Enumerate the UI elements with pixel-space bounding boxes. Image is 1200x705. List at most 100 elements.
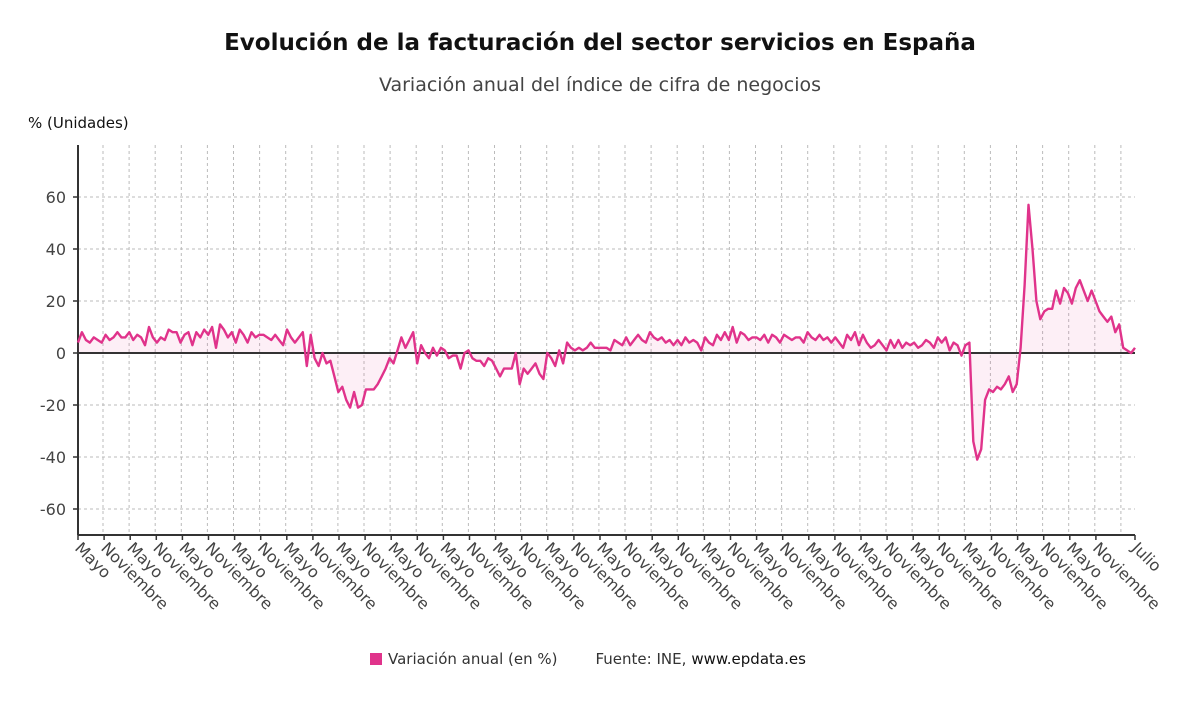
data-point — [294, 341, 296, 343]
data-point — [85, 339, 87, 341]
data-point — [645, 341, 647, 343]
data-point — [306, 365, 308, 367]
data-point — [337, 391, 339, 393]
data-point — [436, 354, 438, 356]
source-link[interactable]: www.epdata.es — [691, 650, 806, 668]
data-point — [507, 367, 509, 369]
data-point — [944, 336, 946, 338]
data-point — [787, 336, 789, 338]
data-point — [93, 336, 95, 338]
data-point — [972, 440, 974, 442]
data-point — [278, 339, 280, 341]
data-point — [558, 349, 560, 351]
data-point — [562, 362, 564, 364]
data-point — [365, 388, 367, 390]
data-point — [156, 341, 158, 343]
data-point — [633, 339, 635, 341]
data-point — [696, 341, 698, 343]
data-point — [1094, 300, 1096, 302]
data-point — [258, 334, 260, 336]
data-point — [952, 341, 954, 343]
data-point — [530, 367, 532, 369]
data-point — [475, 360, 477, 362]
y-axis-label: % (Unidades) — [28, 114, 129, 132]
data-point — [116, 331, 118, 333]
y-tick-label: -60 — [40, 500, 66, 519]
data-point — [416, 362, 418, 364]
data-point — [771, 334, 773, 336]
data-point — [463, 352, 465, 354]
data-point — [597, 347, 599, 349]
data-point — [716, 334, 718, 336]
data-point — [838, 341, 840, 343]
data-point — [641, 339, 643, 341]
data-point — [1008, 375, 1010, 377]
data-point — [601, 347, 603, 349]
data-point — [286, 328, 288, 330]
data-point — [1126, 349, 1128, 351]
data-point — [917, 347, 919, 349]
data-point — [720, 339, 722, 341]
data-point — [448, 357, 450, 359]
data-point — [897, 339, 899, 341]
legend-label: Variación anual (en %) — [388, 650, 558, 668]
data-point — [199, 336, 201, 338]
data-point — [846, 334, 848, 336]
data-point — [684, 336, 686, 338]
data-point — [873, 344, 875, 346]
data-point — [491, 360, 493, 362]
data-point — [250, 331, 252, 333]
data-point — [708, 341, 710, 343]
data-point — [353, 391, 355, 393]
data-point — [1130, 352, 1132, 354]
data-point — [803, 341, 805, 343]
data-point — [1110, 315, 1112, 317]
data-point — [767, 341, 769, 343]
data-point — [396, 349, 398, 351]
data-point — [168, 328, 170, 330]
data-point — [617, 341, 619, 343]
data-point — [712, 344, 714, 346]
data-point — [1043, 310, 1045, 312]
data-point — [948, 349, 950, 351]
data-point — [1035, 300, 1037, 302]
data-point — [779, 341, 781, 343]
data-point — [361, 404, 363, 406]
data-point — [183, 334, 185, 336]
data-point — [227, 336, 229, 338]
data-point — [108, 339, 110, 341]
data-point — [223, 328, 225, 330]
data-point — [534, 362, 536, 364]
data-point — [400, 336, 402, 338]
data-point — [664, 341, 666, 343]
data-point — [668, 339, 670, 341]
data-point — [1079, 279, 1081, 281]
data-point — [1039, 318, 1041, 320]
data-point — [605, 347, 607, 349]
data-point — [759, 339, 761, 341]
data-point — [428, 357, 430, 359]
data-point — [538, 373, 540, 375]
data-point — [100, 341, 102, 343]
data-point — [1000, 388, 1002, 390]
data-point — [566, 341, 568, 343]
data-point — [637, 334, 639, 336]
data-point — [937, 336, 939, 338]
legend-swatch — [370, 653, 382, 665]
series-line — [76, 203, 1136, 461]
data-point — [519, 383, 521, 385]
data-point — [515, 352, 517, 354]
data-point — [913, 341, 915, 343]
data-point — [231, 331, 233, 333]
data-point — [676, 339, 678, 341]
data-point — [282, 344, 284, 346]
data-point — [526, 373, 528, 375]
data-point — [388, 357, 390, 359]
data-point — [956, 344, 958, 346]
data-point — [810, 336, 812, 338]
data-point — [522, 367, 524, 369]
data-point — [1122, 347, 1124, 349]
data-point — [700, 349, 702, 351]
data-point — [877, 339, 879, 341]
chart-title: Evolución de la facturación del sector s… — [224, 30, 976, 56]
